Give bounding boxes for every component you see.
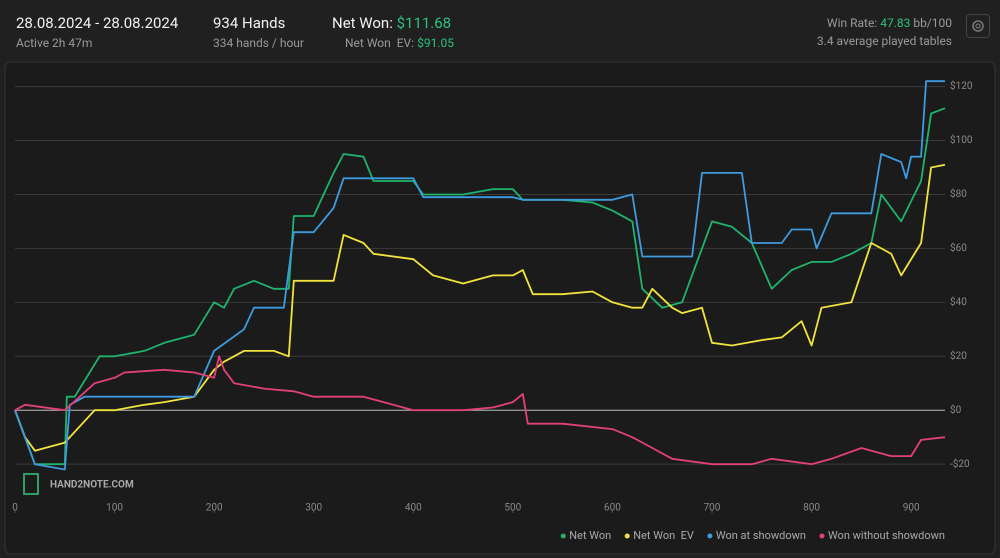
net-won-ev: Net Won EV: $91.05 bbox=[345, 36, 454, 50]
y-tick-label: $20 bbox=[950, 349, 967, 362]
y-tick-label: $120 bbox=[950, 79, 973, 92]
x-tick-label: 600 bbox=[604, 503, 621, 514]
watermark-text: HAND2NOTE.COM bbox=[50, 480, 134, 491]
x-tick-label: 700 bbox=[704, 503, 721, 514]
legend-label: Won at showdown bbox=[716, 529, 806, 542]
net-won: Net Won: $111.68 bbox=[332, 14, 451, 32]
series-line bbox=[14, 107, 946, 466]
x-tick-label: 900 bbox=[903, 503, 920, 514]
x-tick-label: 800 bbox=[803, 503, 820, 514]
label: Win Rate: bbox=[826, 16, 878, 30]
unit: bb/100 bbox=[913, 16, 952, 30]
watermark: HAND2NOTE.COM bbox=[23, 473, 134, 495]
value: 47.83 bbox=[880, 16, 911, 30]
value: $91.05 bbox=[417, 36, 454, 50]
y-tick-label: $100 bbox=[950, 133, 973, 146]
y-tick-label: $60 bbox=[950, 241, 967, 254]
legend-label: Net Won bbox=[569, 529, 611, 542]
x-tick-label: 100 bbox=[106, 503, 123, 514]
chart-frame bbox=[4, 61, 996, 555]
series-line bbox=[14, 80, 945, 471]
y-tick-label: -$20 bbox=[950, 457, 970, 470]
hands-rate: 334 hands / hour bbox=[213, 36, 304, 50]
series-line bbox=[14, 355, 946, 466]
legend-swatch bbox=[560, 533, 566, 539]
gear-icon bbox=[972, 20, 984, 32]
y-tick-label: $40 bbox=[950, 295, 967, 308]
x-tick-label: 200 bbox=[206, 503, 223, 514]
y-tick-label: $0 bbox=[950, 403, 962, 416]
legend-label: Won without showdown bbox=[828, 529, 945, 542]
series-line bbox=[14, 163, 946, 452]
y-tick-label: $80 bbox=[950, 187, 967, 200]
x-tick-label: 300 bbox=[305, 503, 322, 514]
legend-swatch bbox=[624, 533, 630, 539]
date-range: 28.08.2024 - 28.08.2024 bbox=[16, 14, 179, 32]
active-time: Active 2h 47m bbox=[16, 36, 93, 50]
x-tick-label: 400 bbox=[405, 503, 422, 514]
legend-label: Net Won EV bbox=[633, 529, 694, 542]
label: Net Won EV: bbox=[345, 36, 415, 50]
win-rate: Win Rate: 47.83 bb/100 bbox=[827, 16, 952, 30]
legend-swatch bbox=[707, 533, 713, 539]
legend-swatch bbox=[819, 533, 825, 539]
hands: 934 Hands bbox=[213, 14, 286, 32]
x-tick-label: 500 bbox=[504, 503, 521, 514]
label: Net Won: bbox=[332, 14, 393, 32]
settings-button[interactable] bbox=[966, 14, 990, 38]
legend: Won without showdown Won at showdown Net W… bbox=[560, 529, 945, 542]
tables: 3.4 average played tables bbox=[816, 34, 952, 48]
value: $111.68 bbox=[396, 14, 452, 32]
x-tick-label: 0 bbox=[12, 503, 18, 514]
